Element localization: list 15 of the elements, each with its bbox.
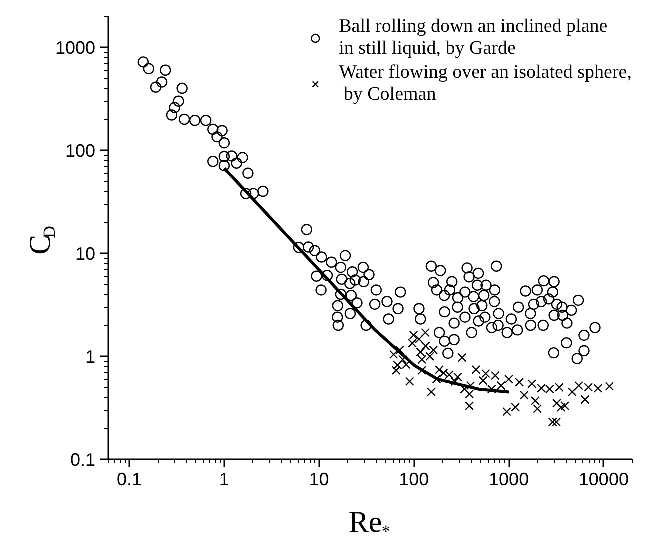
legend-label: Ball rolling down an inclined plane in still liquid, by Garde bbox=[339, 16, 608, 60]
x-tick-label: 1000 bbox=[489, 470, 530, 490]
y-tick-label: 10 bbox=[75, 244, 96, 264]
x-axis-title: Re* bbox=[348, 506, 390, 540]
x-tick-label: 10000 bbox=[578, 470, 629, 490]
x-tick-label: 10 bbox=[309, 470, 330, 490]
y-tick-label: 0.1 bbox=[70, 450, 96, 470]
y-tick-label: 100 bbox=[65, 141, 96, 162]
x-tick-label: 0.1 bbox=[117, 470, 142, 490]
x-tick-label: 100 bbox=[399, 470, 430, 490]
y-tick-label: 1000 bbox=[55, 38, 96, 58]
y-tick-label: 1 bbox=[85, 347, 96, 367]
y-axis-title: CD bbox=[24, 226, 59, 255]
legend-label: Water flowing over an isolated sphere, by Coleman bbox=[339, 62, 632, 106]
x-tick-label: 1 bbox=[219, 470, 230, 490]
